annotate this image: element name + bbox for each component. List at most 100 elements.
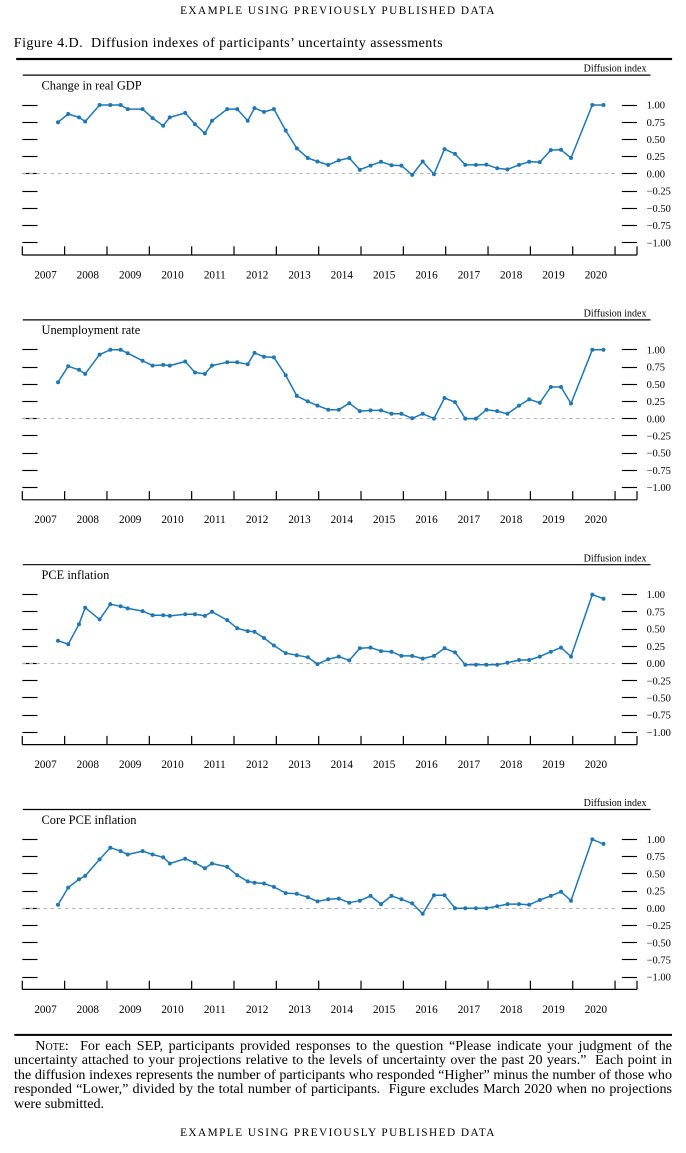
svg-text:1.00: 1.00 [647,345,665,356]
svg-text:0.50: 0.50 [647,625,665,636]
svg-text:2010: 2010 [161,1004,184,1016]
svg-text:2008: 2008 [77,759,100,771]
svg-text:2015: 2015 [373,514,396,526]
svg-text:2016: 2016 [415,1004,438,1016]
svg-text:−0.75: −0.75 [647,711,671,722]
svg-text:Diffusion index: Diffusion index [584,309,647,320]
svg-text:2012: 2012 [246,1004,268,1016]
svg-text:−1.00: −1.00 [647,483,671,494]
svg-text:Unemployment rate: Unemployment rate [42,323,141,337]
svg-text:2020: 2020 [585,514,608,526]
svg-text:2008: 2008 [77,269,100,281]
svg-text:2015: 2015 [373,759,396,771]
svg-text:2012: 2012 [246,759,268,771]
svg-text:2018: 2018 [500,269,523,281]
svg-text:−0.50: −0.50 [647,449,671,460]
svg-text:Core PCE inflation: Core PCE inflation [42,813,137,827]
svg-text:2018: 2018 [500,759,523,771]
svg-text:2011: 2011 [204,514,226,526]
svg-text:−0.75: −0.75 [647,955,671,966]
svg-text:0.75: 0.75 [647,607,665,618]
svg-text:PCE inflation: PCE inflation [42,568,110,582]
svg-text:2007: 2007 [34,1004,57,1016]
svg-text:2014: 2014 [331,759,354,771]
svg-text:2020: 2020 [585,759,608,771]
svg-text:2007: 2007 [34,514,57,526]
svg-text:0.50: 0.50 [647,380,665,391]
svg-text:2008: 2008 [77,514,100,526]
svg-text:2009: 2009 [119,1004,142,1016]
svg-text:2016: 2016 [415,269,438,281]
svg-text:2016: 2016 [415,759,438,771]
svg-text:2019: 2019 [542,759,565,771]
svg-text:2013: 2013 [288,759,311,771]
svg-text:1.00: 1.00 [647,590,665,601]
svg-text:0.75: 0.75 [647,118,665,129]
svg-text:0.25: 0.25 [647,642,665,653]
svg-text:2011: 2011 [204,1004,226,1016]
svg-text:2010: 2010 [161,269,184,281]
svg-text:1.00: 1.00 [647,101,665,112]
svg-text:−0.25: −0.25 [647,431,671,442]
svg-text:0.00: 0.00 [647,414,665,425]
svg-text:−0.50: −0.50 [647,938,671,949]
svg-text:0.75: 0.75 [647,363,665,374]
svg-text:2019: 2019 [542,1004,565,1016]
svg-text:0.50: 0.50 [647,135,665,146]
svg-text:−1.00: −1.00 [647,973,671,984]
svg-text:2014: 2014 [331,269,354,281]
svg-text:Diffusion index: Diffusion index [584,64,647,75]
svg-text:2020: 2020 [585,1004,608,1016]
svg-text:2013: 2013 [288,514,311,526]
svg-text:0.75: 0.75 [647,852,665,863]
svg-text:2012: 2012 [246,269,268,281]
svg-text:2013: 2013 [288,1004,311,1016]
svg-text:2010: 2010 [161,514,184,526]
svg-text:2009: 2009 [119,269,142,281]
svg-text:2009: 2009 [119,514,142,526]
svg-text:2012: 2012 [246,514,268,526]
svg-text:2007: 2007 [34,269,57,281]
svg-text:0.00: 0.00 [647,904,665,915]
svg-text:2010: 2010 [161,759,184,771]
svg-text:−0.75: −0.75 [647,221,671,232]
svg-text:2013: 2013 [288,269,311,281]
svg-text:2014: 2014 [331,514,354,526]
svg-text:−0.25: −0.25 [647,921,671,932]
svg-text:2009: 2009 [119,759,142,771]
svg-text:0.25: 0.25 [647,152,665,163]
svg-text:0.00: 0.00 [647,659,665,670]
svg-text:−1.00: −1.00 [647,728,671,739]
svg-text:0.50: 0.50 [647,869,665,880]
svg-text:2017: 2017 [458,1004,481,1016]
svg-text:0.25: 0.25 [647,397,665,408]
svg-text:0.00: 0.00 [647,169,665,180]
svg-text:−1.00: −1.00 [647,238,671,249]
svg-text:1.00: 1.00 [647,835,665,846]
svg-text:−0.25: −0.25 [647,676,671,687]
svg-text:2015: 2015 [373,1004,396,1016]
svg-text:2011: 2011 [204,759,226,771]
svg-text:2015: 2015 [373,269,396,281]
svg-text:2018: 2018 [500,1004,523,1016]
svg-text:−0.50: −0.50 [647,204,671,215]
svg-text:−0.50: −0.50 [647,693,671,704]
svg-text:2017: 2017 [458,759,481,771]
svg-text:2014: 2014 [331,1004,354,1016]
svg-text:2011: 2011 [204,269,226,281]
svg-text:2016: 2016 [415,514,438,526]
svg-text:0.25: 0.25 [647,887,665,898]
svg-text:2007: 2007 [34,759,57,771]
svg-text:2017: 2017 [458,514,481,526]
svg-text:Diffusion index: Diffusion index [584,798,647,809]
svg-text:2019: 2019 [542,514,565,526]
svg-text:2018: 2018 [500,514,523,526]
svg-text:Change in real GDP: Change in real GDP [42,78,142,92]
svg-text:2008: 2008 [77,1004,100,1016]
svg-text:2017: 2017 [458,269,481,281]
svg-text:2020: 2020 [585,269,608,281]
svg-text:−0.25: −0.25 [647,187,671,198]
svg-text:Diffusion index: Diffusion index [584,553,647,564]
svg-text:−0.75: −0.75 [647,466,671,477]
svg-text:2019: 2019 [542,269,565,281]
